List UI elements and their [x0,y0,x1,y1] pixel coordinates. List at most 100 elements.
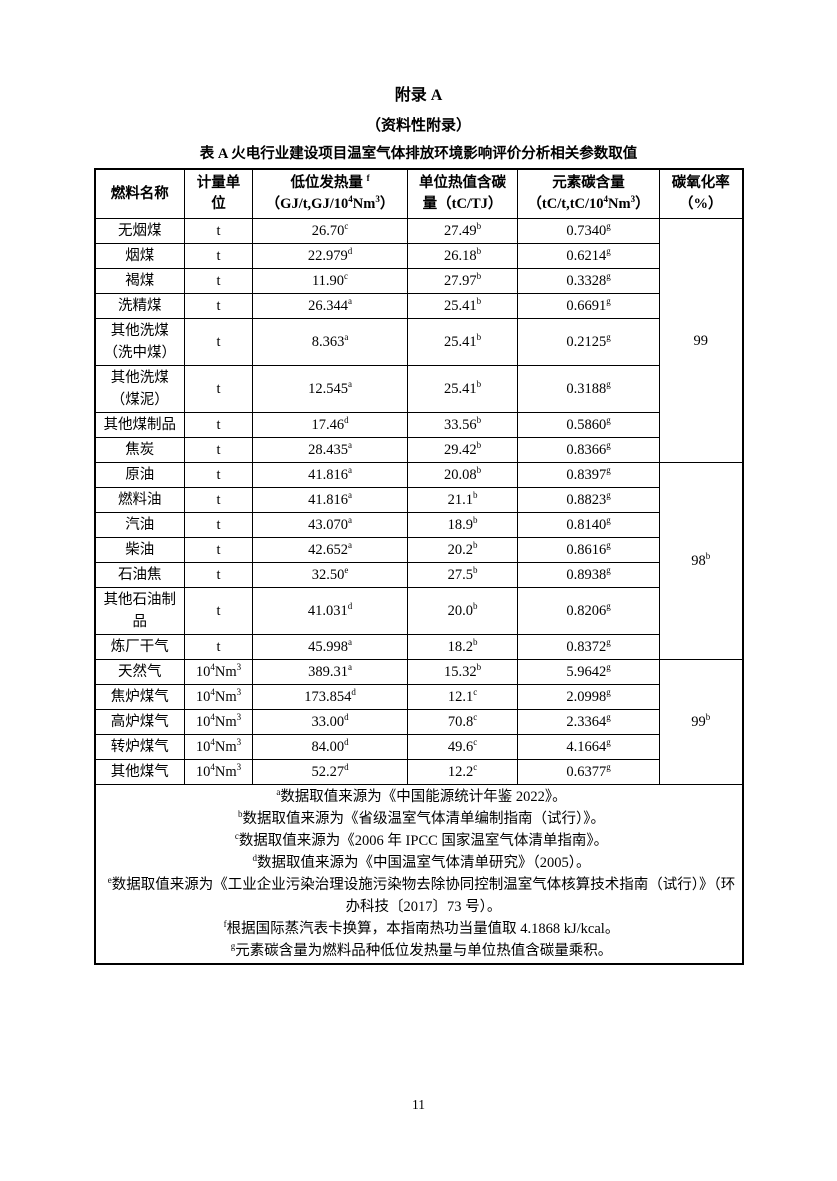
cell-unit: t [184,562,253,588]
cell-cc: 29.42b [407,437,518,463]
cell-ec: 4.1664g [517,734,660,760]
cell-unit: 104Nm3 [184,759,253,785]
table-row: 转炉煤气 104Nm3 84.00d 49.6c 4.1664g [94,734,743,760]
table-row: 高炉煤气 104Nm3 33.00d 70.8c 2.3364g [94,709,743,735]
cell-unit: t [184,293,253,319]
cell-ncv: 42.652a [252,537,408,563]
cell-cc: 20.08b [407,462,518,488]
cell-cc: 20.2b [407,537,518,563]
cell-cc: 25.41b [407,365,518,413]
cell-fuel: 洗精煤 [94,293,185,319]
cell-fuel: 燃料油 [94,487,185,513]
appendix-subtitle: （资料性附录） [365,118,471,134]
cell-oxidation-group-3: 99b [659,659,743,785]
cell-fuel: 其他石油制品 [94,587,185,635]
cell-ec: 2.0998g [517,684,660,710]
cell-fuel: 无烟煤 [94,218,185,244]
appendix-title: 附录 A [394,87,443,104]
cell-cc: 25.41b [407,293,518,319]
cell-unit: t [184,487,253,513]
cell-ncv: 41.816a [252,487,408,513]
table-row: 汽油 t 43.070a 18.9b 0.8140g [94,512,743,538]
cell-unit: t [184,365,253,413]
cell-ncv: 41.816a [252,462,408,488]
table-row: 天然气 104Nm3 389.31a 15.32b 5.9642g 99b [94,659,743,785]
cell-cc: 27.49b [407,218,518,244]
parameters-table: 燃料名称 计量单位低位发热量 f （GJ/t,GJ/104Nm3） 单位热值含碳 量（t… [93,168,744,965]
col-header-ec: 元素碳含量 （tC/t,tC/104Nm3） [517,168,660,219]
cell-cc: 15.32b [407,659,518,685]
cell-ncv: 22.979d [252,243,408,269]
table-row: 石油焦 t 32.50e 27.5b 0.8938g [94,562,743,588]
cell-unit: t [184,634,253,660]
cell-ncv: 33.00d [252,709,408,735]
cell-ncv: 11.90c [252,268,408,294]
cell-ec: 0.8823g [517,487,660,513]
cell-oxidation-group-2: 98b [659,462,743,660]
cell-ec: 0.6214g [517,243,660,269]
table-row: 焦炉煤气 104Nm3 173.854d 12.1c 2.0998g [94,684,743,710]
cell-ec: 0.8206g [517,587,660,635]
table-row: 其他石油制品 t 41.031d 20.0b 0.8206g [94,587,743,635]
footnote: f根据国际蒸汽表卡换算，本指南热功当量值取 4.1868 kJ/kcal。 [223,919,620,937]
table-row: 其他洗煤（煤泥） t 12.545a 25.41b 0.3188g [94,365,743,413]
cell-cc: 49.6c [407,734,518,760]
footnotes-cell: a数据取值来源为《中国能源统计年鉴 2022》。 b数据取值来源为《省级温室气体清… [94,784,743,965]
cell-unit: 104Nm3 [184,734,253,760]
footnote: a数据取值来源为《中国能源统计年鉴 2022》。 [276,787,567,805]
cell-ncv: 52.27d [252,759,408,785]
cell-ncv: 43.070a [252,512,408,538]
cell-unit: t [184,218,253,244]
cell-ec: 5.9642g [517,659,660,685]
table-row: 燃料油 t 41.816a 21.1b 0.8823g [94,487,743,513]
cell-unit: t [184,587,253,635]
cell-cc: 33.56b [407,412,518,438]
table-row: 其他煤气 104Nm3 52.27d 12.2c 0.6377g [94,759,743,785]
cell-cc: 25.41b [407,318,518,366]
table-row: 烟煤 t 22.979d 26.18b 0.6214g [94,243,743,269]
cell-ncv: 8.363a [252,318,408,366]
cell-ncv: 12.545a [252,365,408,413]
cell-cc: 12.2c [407,759,518,785]
col-header-oxid: 碳氧化率 （%） [659,168,743,219]
table-row: 柴油 t 42.652a 20.2b 0.8616g [94,537,743,563]
table-row: 其他煤制品 t 17.46d 33.56b 0.5860g [94,412,743,438]
cell-ec: 0.3328g [517,268,660,294]
cell-fuel: 石油焦 [94,562,185,588]
cell-ncv: 45.998a [252,634,408,660]
cell-cc: 27.5b [407,562,518,588]
cell-unit: t [184,437,253,463]
cell-ncv: 389.31a [252,659,408,685]
cell-ec: 0.5860g [517,412,660,438]
cell-fuel: 转炉煤气 [94,734,185,760]
cell-ec: 0.8616g [517,537,660,563]
cell-fuel: 烟煤 [94,243,185,269]
cell-cc: 18.9b [407,512,518,538]
cell-fuel: 褐煤 [94,268,185,294]
col-header-ncv: 低位发热量 f （GJ/t,GJ/104Nm3） [252,168,408,219]
cell-ec: 0.8366g [517,437,660,463]
cell-ncv: 17.46d [252,412,408,438]
table-row: 褐煤 t 11.90c 27.97b 0.3328g [94,268,743,294]
cell-ncv: 26.70c [252,218,408,244]
cell-fuel: 焦炭 [94,437,185,463]
cell-cc: 20.0b [407,587,518,635]
cell-fuel: 天然气 [94,659,185,685]
cell-ec: 0.8938g [517,562,660,588]
cell-cc: 70.8c [407,709,518,735]
cell-fuel: 汽油 [94,512,185,538]
table-row: 原油 t 41.816a 20.08b 0.8397g 98b [94,462,743,660]
cell-unit: 104Nm3 [184,659,253,685]
cell-ec: 2.3364g [517,709,660,735]
cell-fuel: 原油 [94,462,185,488]
cell-unit: 104Nm3 [184,684,253,710]
cell-fuel: 其他煤气 [94,759,185,785]
cell-unit: t [184,537,253,563]
table-caption: 表 A 火电行业建设项目温室气体排放环境影响评价分析相关参数取值 [199,146,638,162]
cell-fuel: 其他煤制品 [94,412,185,438]
table-header-row: 燃料名称 计量单位低位发热量 f （GJ/t,GJ/104Nm3） 单位热值含碳 量（t… [94,168,743,219]
cell-ec: 0.8397g [517,462,660,488]
cell-cc: 26.18b [407,243,518,269]
cell-unit: t [184,243,253,269]
